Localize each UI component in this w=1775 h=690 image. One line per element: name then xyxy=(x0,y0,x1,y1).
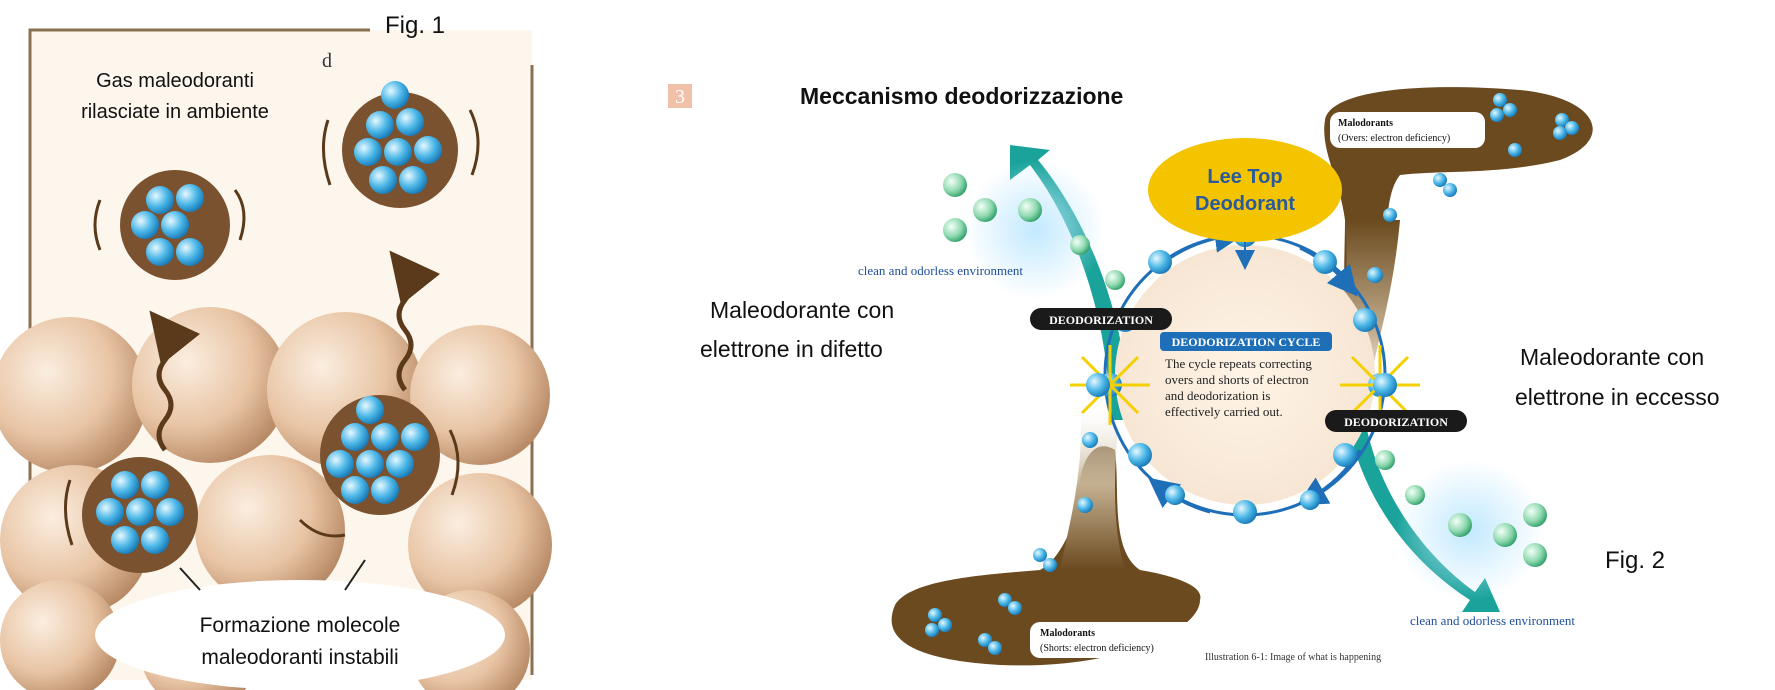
pointer-right xyxy=(344,559,366,591)
deodorization-tag-right xyxy=(1325,410,1467,432)
cycle-text-line1: The cycle repeats correcting xyxy=(1165,356,1312,371)
cycle-title: DEODORIZATION CYCLE xyxy=(1172,335,1321,349)
deodorization-tag-left xyxy=(1030,308,1172,330)
green-molecules-top xyxy=(943,173,1125,290)
blue-clusters-shorts xyxy=(925,432,1098,655)
clean-env-bottom: clean and odorless environment xyxy=(1410,613,1575,628)
fig2-label: Fig. 2 xyxy=(1605,547,1665,574)
left-caption-line1: Maleodorante con xyxy=(710,297,894,323)
left-trunk xyxy=(1060,400,1125,570)
fig2-title: Meccanismo deodorizzazione xyxy=(800,83,1123,109)
cycle-text-line4: effectively carried out. xyxy=(1165,404,1283,419)
molecule-bottom-left xyxy=(63,457,198,573)
molecule-bottom-right xyxy=(298,395,460,538)
gas-caption-line2: rilasciate in ambiente xyxy=(81,101,269,123)
right-caption-line2: elettrone in eccesso xyxy=(1515,384,1720,410)
shorts-label-box xyxy=(1030,622,1200,658)
formation-caption-line1: Formazione molecole xyxy=(200,614,401,637)
product-line2: Deodorant xyxy=(1195,193,1295,215)
deodorization-left: DEODORIZATION xyxy=(1049,313,1153,327)
overs-sub: (Overs: electron deficiency) xyxy=(1338,133,1450,144)
product-line1: Lee Top xyxy=(1207,166,1282,188)
gas-caption-line1: Gas maleodoranti xyxy=(96,70,254,92)
cycle-text-line3: and deodorization is xyxy=(1165,388,1270,403)
section-number-box xyxy=(668,84,692,108)
shorts-sub: (Shorts: electron deficiency) xyxy=(1040,643,1154,654)
starburst-left-core xyxy=(1086,373,1110,397)
product-ellipse xyxy=(1148,138,1342,242)
fig1-panel: Fig. 1 d Gas maleodoranti rilasciate in … xyxy=(0,12,552,690)
pointer-left xyxy=(179,567,201,591)
shorts-blob xyxy=(891,446,1201,666)
starburst-right-core xyxy=(1373,373,1397,397)
overs-title: Malodorants xyxy=(1338,118,1393,129)
right-caption-line1: Maleodorante con xyxy=(1520,344,1704,370)
fig1-fragment: d xyxy=(322,50,332,72)
molecule-top-right xyxy=(321,81,480,208)
fig2-panel: 3 Meccanismo deodorizzazione Malodorants… xyxy=(668,83,1720,666)
cycle-fill xyxy=(1115,245,1375,505)
deodorization-right: DEODORIZATION xyxy=(1344,415,1448,429)
shorts-title: Malodorants xyxy=(1040,628,1095,639)
glow-top xyxy=(965,160,1105,300)
blue-clusters-overs xyxy=(1367,93,1579,283)
wavy-arrow-right xyxy=(389,250,441,392)
overs-label-box xyxy=(1330,112,1485,148)
formation-caption-line2: maleodoranti instabili xyxy=(201,646,398,669)
section-number: 3 xyxy=(675,86,685,108)
formation-bubble xyxy=(95,580,505,690)
wavy-arrow-left xyxy=(149,310,201,452)
illustration-caption: Illustration 6-1: Image of what is happe… xyxy=(1205,652,1381,663)
fig1-label: Fig. 1 xyxy=(385,12,445,39)
molecule-top-left xyxy=(93,170,246,280)
cycle-title-box xyxy=(1160,332,1332,351)
overs-blob xyxy=(1324,87,1593,341)
cycle-text-line2: overs and shorts of electron xyxy=(1165,372,1309,387)
clean-env-top: clean and odorless environment xyxy=(858,263,1023,278)
left-caption-line2: elettrone in difetto xyxy=(700,336,883,362)
cycle-arrow-4 xyxy=(1148,477,1211,514)
green-molecules-bottom xyxy=(1375,450,1547,567)
